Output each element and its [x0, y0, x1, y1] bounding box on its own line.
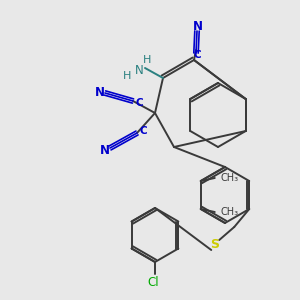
Text: Cl: Cl [147, 275, 159, 289]
Text: CH₃: CH₃ [221, 173, 239, 183]
Text: C: C [193, 50, 201, 60]
Text: N: N [193, 20, 203, 34]
Text: C: C [135, 98, 143, 108]
Text: CH₃: CH₃ [221, 207, 239, 217]
Text: C: C [139, 126, 147, 136]
Text: N: N [95, 86, 105, 100]
Text: H: H [143, 55, 151, 65]
Text: S: S [210, 238, 219, 251]
Text: N: N [100, 145, 110, 158]
Text: N: N [135, 64, 143, 76]
Text: H: H [123, 71, 131, 81]
